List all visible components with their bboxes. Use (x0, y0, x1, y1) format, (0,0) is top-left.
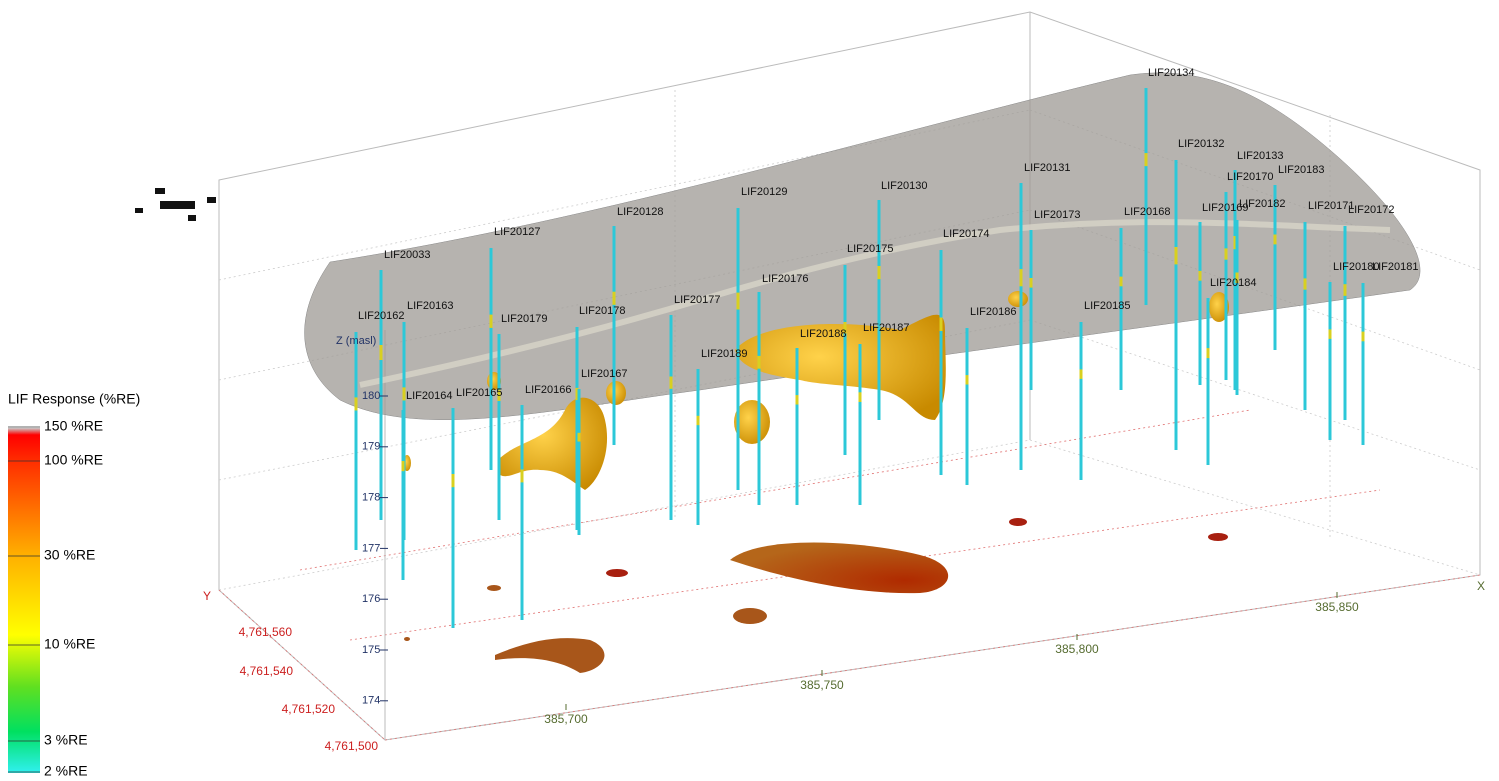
borehole-label: LIF20185 (1084, 300, 1130, 312)
x-tick-label: 385,800 (1055, 642, 1099, 656)
borehole-label: LIF20128 (617, 206, 663, 218)
borehole-label: LIF20176 (762, 273, 808, 285)
borehole-label: LIF20133 (1237, 150, 1283, 162)
borehole-label: LIF20174 (943, 228, 989, 240)
legend-label: 150 %RE (44, 418, 103, 434)
borehole-label: LIF20183 (1278, 164, 1324, 176)
borehole-label: LIF20178 (579, 305, 625, 317)
borehole-label: LIF20172 (1348, 204, 1394, 216)
color-bar (8, 428, 40, 773)
legend-label: 10 %RE (44, 636, 95, 652)
borehole-label: LIF20170 (1227, 171, 1273, 183)
borehole-label: LIF20168 (1124, 206, 1170, 218)
borehole-label: LIF20175 (847, 243, 893, 255)
legend: 150 %RE 100 %RE 30 %RE 10 %RE 3 %RE 2 %RE (8, 418, 103, 779)
z-tick-label: 178 (362, 492, 380, 504)
z-tick-label: 175 (362, 644, 380, 656)
borehole-label: LIF20134 (1148, 67, 1194, 79)
z-tick-label: 174 (362, 695, 380, 707)
z-tick-label: 177 (362, 542, 380, 554)
borehole-label: LIF20177 (674, 294, 720, 306)
y-tick-label: 4,761,560 (239, 625, 293, 639)
borehole-label: LIF20033 (384, 249, 430, 261)
borehole-label: LIF20166 (525, 384, 571, 396)
borehole-label: LIF20169 (1202, 202, 1248, 214)
legend-label: 3 %RE (44, 732, 88, 748)
boreholes: LIF20134 LIF20132 LIF20133 LIF20183 LIF20170… (354, 67, 1418, 628)
borehole-label: LIF20180 (1333, 261, 1379, 273)
borehole-label: LIF20184 (1210, 277, 1256, 289)
borehole-label: LIF20163 (407, 300, 453, 312)
z-tick-label: 176 (362, 593, 380, 605)
borehole-label: LIF20186 (970, 306, 1016, 318)
borehole-label: LIF20164 (406, 390, 452, 402)
borehole-label: LIF20188 (800, 328, 846, 340)
borehole-label: LIF20182 (1239, 198, 1285, 210)
y-tick-label: 4,761,520 (282, 702, 336, 716)
z-tick-label: 180 (362, 390, 380, 402)
z-axis-label: Z (masl) (336, 335, 376, 347)
x-tick-label: 385,750 (800, 678, 844, 692)
borehole-label: LIF20181 (1372, 261, 1418, 273)
borehole-label: LIF20171 (1308, 200, 1354, 212)
borehole-label: LIF20162 (358, 310, 404, 322)
axes: Z (masl) 180 179 178 177 176 175 174 Y 4,761,560 4… (203, 335, 1485, 753)
borehole-label: LIF20127 (494, 226, 540, 238)
road (359, 219, 1391, 388)
borehole-label: LIF20189 (701, 348, 747, 360)
y-axis-label: Y (203, 589, 211, 603)
borehole-label: LIF20129 (741, 186, 787, 198)
x-tick-label: 385,850 (1315, 600, 1359, 614)
legend-label: 100 %RE (44, 452, 103, 468)
borehole-label: LIF20187 (863, 322, 909, 334)
borehole-label: LIF20179 (501, 313, 547, 325)
legend-title: LIF Response (%RE) (8, 391, 140, 407)
site-icons (135, 188, 216, 221)
borehole-label: LIF20131 (1024, 162, 1070, 174)
x-tick-label: 385,700 (544, 712, 588, 726)
borehole-label: LIF20130 (881, 180, 927, 192)
borehole-label: LIF20167 (581, 368, 627, 380)
borehole-label: LIF20132 (1178, 138, 1224, 150)
z-tick-label: 179 (362, 441, 380, 453)
legend-label: 30 %RE (44, 547, 95, 563)
legend-label: 2 %RE (44, 763, 88, 779)
borehole-label: LIF20165 (456, 387, 502, 399)
y-tick-label: 4,761,500 (325, 739, 379, 753)
borehole-label: LIF20173 (1034, 209, 1080, 221)
y-tick-label: 4,761,540 (240, 664, 294, 678)
x-axis-label: X (1477, 579, 1485, 593)
